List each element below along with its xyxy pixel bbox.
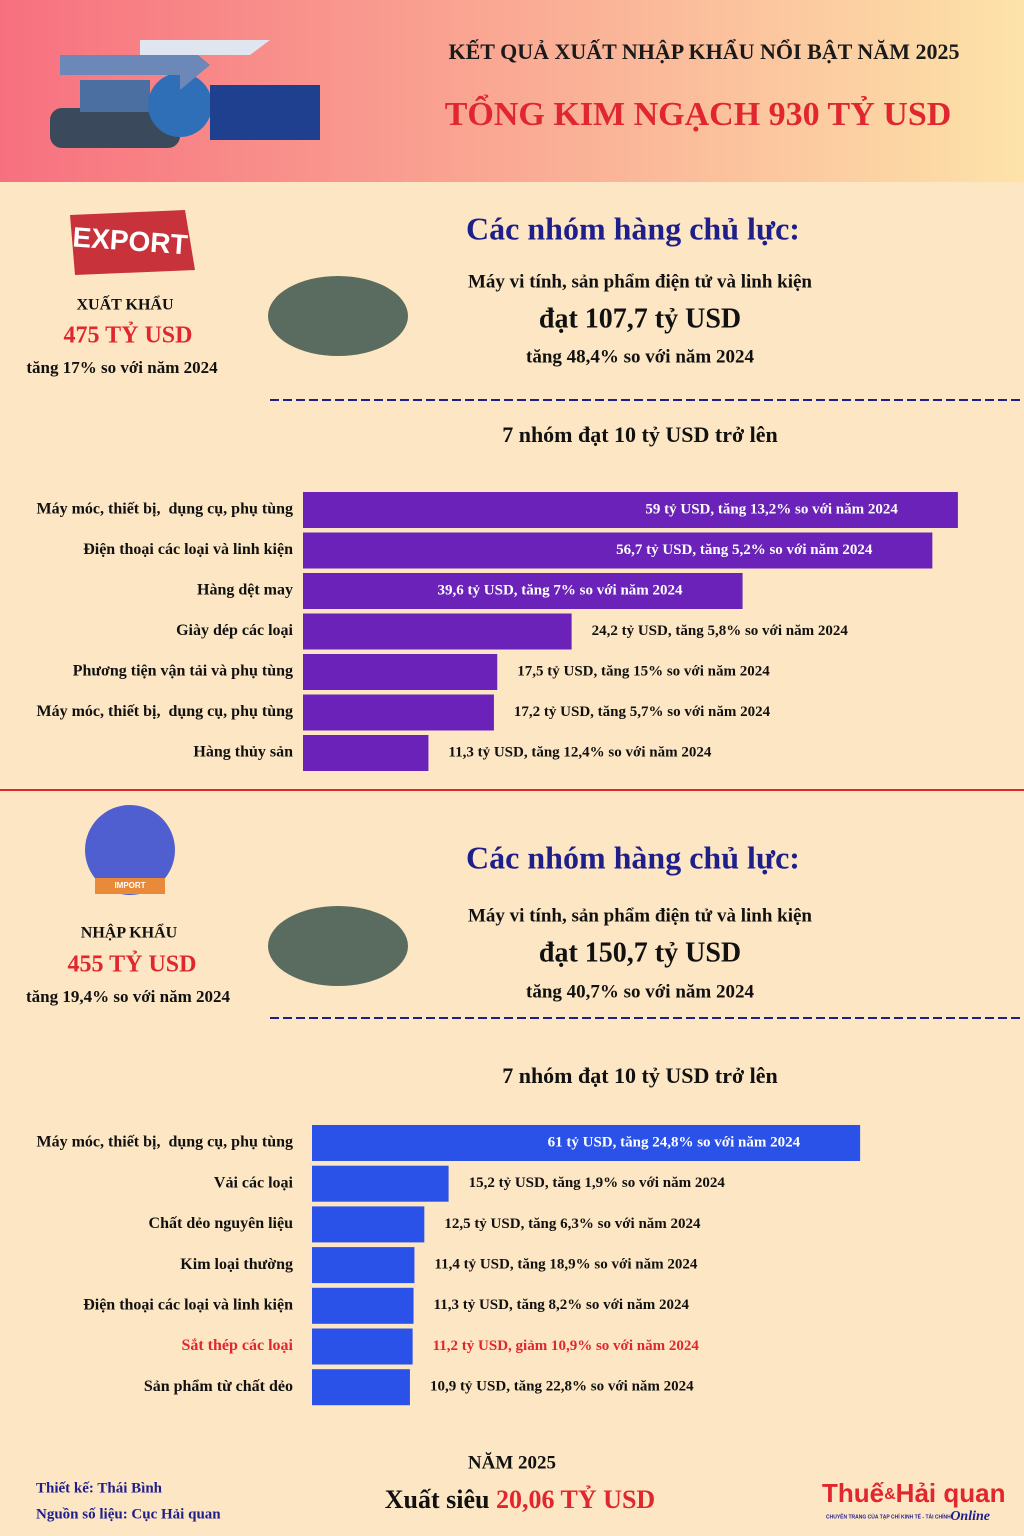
value-label: 12,5 tỷ USD, tăng 6,3% so với năm 2024 bbox=[444, 1216, 701, 1232]
category-label: Điện thoại các loại và linh kiện bbox=[83, 541, 293, 558]
export-growth: tăng 17% so với năm 2024 bbox=[26, 358, 218, 377]
value-label: 11,4 tỷ USD, tăng 18,9% so với năm 2024 bbox=[434, 1257, 697, 1273]
chart-title: 7 nhóm đạt 10 tỷ USD trở lên bbox=[502, 1063, 778, 1088]
category-label: Giày dép các loại bbox=[176, 622, 293, 639]
svg-text:IMPORT: IMPORT bbox=[114, 881, 145, 890]
category-label: Hàng dệt may bbox=[197, 582, 293, 599]
value-label: 17,5 tỷ USD, tăng 15% so với năm 2024 bbox=[517, 663, 770, 679]
category-label: Điện thoại các loại và linh kiện bbox=[83, 1296, 293, 1313]
import-amount: 455 TỶ USD bbox=[68, 952, 197, 978]
value-label: 61 tỷ USD, tăng 24,8% so với năm 2024 bbox=[548, 1134, 801, 1150]
value-label: 24,2 tỷ USD, tăng 5,8% so với năm 2024 bbox=[592, 623, 849, 639]
category-label: Máy móc, thiết bị, dụng cụ, phụ tùng bbox=[37, 1134, 294, 1151]
footer-design: Thiết kế: Thái Bình bbox=[36, 1480, 163, 1496]
factory-photo bbox=[268, 276, 408, 356]
export-main-value: đạt 107,7 tỷ USD bbox=[539, 303, 741, 334]
import-icon: IMPORT bbox=[85, 805, 175, 895]
category-label: Máy móc, thiết bị, dụng cụ, phụ tùng bbox=[37, 703, 294, 720]
category-label: Chất dẻo nguyên liệu bbox=[149, 1215, 294, 1232]
value-label: 11,2 tỷ USD, giảm 10,9% so với năm 2024 bbox=[433, 1338, 700, 1354]
value-label: 11,3 tỷ USD, tăng 8,2% so với năm 2024 bbox=[434, 1297, 690, 1313]
surplus-value: 20,06 TỶ USD bbox=[496, 1485, 655, 1514]
category-label: Sắt thép các loại bbox=[181, 1337, 293, 1354]
value-label: 10,9 tỷ USD, tăng 22,8% so với năm 2024 bbox=[430, 1379, 694, 1395]
category-label: Kim loại thường bbox=[180, 1256, 293, 1273]
bar bbox=[312, 1369, 410, 1406]
value-label: 59 tỷ USD, tăng 13,2% so với năm 2024 bbox=[645, 501, 898, 517]
header-title: KẾT QUẢ XUẤT NHẬP KHẨU NỔI BẬT NĂM 2025 bbox=[449, 39, 960, 64]
export-main-growth: tăng 48,4% so với năm 2024 bbox=[526, 346, 754, 367]
header-subtitle: TỔNG KIM NGẠCH 930 TỶ USD bbox=[445, 94, 952, 133]
logo-tagline: CHUYÊN TRANG CỦA TẠP CHÍ KINH TẾ - TÀI C… bbox=[826, 1512, 951, 1520]
factory-photo bbox=[268, 906, 408, 986]
value-label: 39,6 tỷ USD, tăng 7% so với năm 2024 bbox=[438, 582, 683, 598]
logo-amp: & bbox=[884, 1486, 896, 1503]
bar bbox=[312, 1165, 449, 1202]
bar bbox=[312, 1206, 425, 1243]
value-label: 17,2 tỷ USD, tăng 5,7% so với năm 2024 bbox=[514, 704, 771, 720]
export-icon: EXPORT bbox=[70, 210, 195, 275]
logo-b: Hải quan bbox=[896, 1478, 1006, 1508]
bar bbox=[303, 613, 572, 650]
footer-year: NĂM 2025 bbox=[468, 1451, 556, 1473]
export-heading: Các nhóm hàng chủ lực: bbox=[466, 210, 800, 246]
category-label: Hàng thủy sản bbox=[193, 744, 293, 761]
surplus-label: Xuất siêu bbox=[385, 1485, 490, 1514]
bar bbox=[303, 735, 429, 771]
footer-surplus: Xuất siêu 20,06 TỶ USD bbox=[385, 1485, 655, 1514]
chart-title: 7 nhóm đạt 10 tỷ USD trở lên bbox=[502, 422, 778, 447]
header-illustration bbox=[50, 40, 320, 148]
logo-online: Online bbox=[950, 1509, 990, 1524]
category-label: Sản phẩm từ chất dẻo bbox=[144, 1378, 293, 1395]
bar bbox=[303, 573, 743, 609]
value-label: 56,7 tỷ USD, tăng 5,2% so với năm 2024 bbox=[616, 542, 873, 558]
import-label: NHẬP KHẨU bbox=[81, 923, 178, 942]
logo-a: Thuế bbox=[822, 1478, 885, 1508]
bar bbox=[303, 694, 494, 731]
import-main-value: đạt 150,7 tỷ USD bbox=[539, 937, 741, 968]
bar bbox=[312, 1125, 861, 1161]
export-label: XUẤT KHẨU bbox=[76, 295, 173, 314]
category-label: Phương tiện vận tải và phụ tùng bbox=[73, 663, 293, 680]
bar bbox=[303, 654, 498, 690]
logo: Thuế&Hải quan bbox=[822, 1478, 1005, 1508]
category-label: Vải các loại bbox=[214, 1174, 294, 1191]
value-label: 15,2 tỷ USD, tăng 1,9% so với năm 2024 bbox=[469, 1175, 726, 1191]
export-main-item: Máy vi tính, sản phẩm điện tử và linh ki… bbox=[468, 271, 812, 292]
bar bbox=[312, 1287, 414, 1324]
value-label: 11,3 tỷ USD, tăng 12,4% so với năm 2024 bbox=[448, 744, 711, 760]
export-amount: 475 TỶ USD bbox=[64, 323, 193, 349]
import-main-growth: tăng 40,7% so với năm 2024 bbox=[526, 981, 754, 1002]
bar bbox=[303, 492, 958, 528]
category-label: Máy móc, thiết bị, dụng cụ, phụ tùng bbox=[37, 501, 294, 518]
import-growth: tăng 19,4% so với năm 2024 bbox=[26, 987, 230, 1006]
bar bbox=[312, 1328, 413, 1365]
import-main-item: Máy vi tính, sản phẩm điện tử và linh ki… bbox=[468, 905, 812, 926]
bar bbox=[312, 1247, 415, 1284]
import-heading: Các nhóm hàng chủ lực: bbox=[466, 839, 800, 875]
bar bbox=[303, 532, 933, 569]
footer-source: Nguồn số liệu: Cục Hải quan bbox=[36, 1506, 221, 1522]
